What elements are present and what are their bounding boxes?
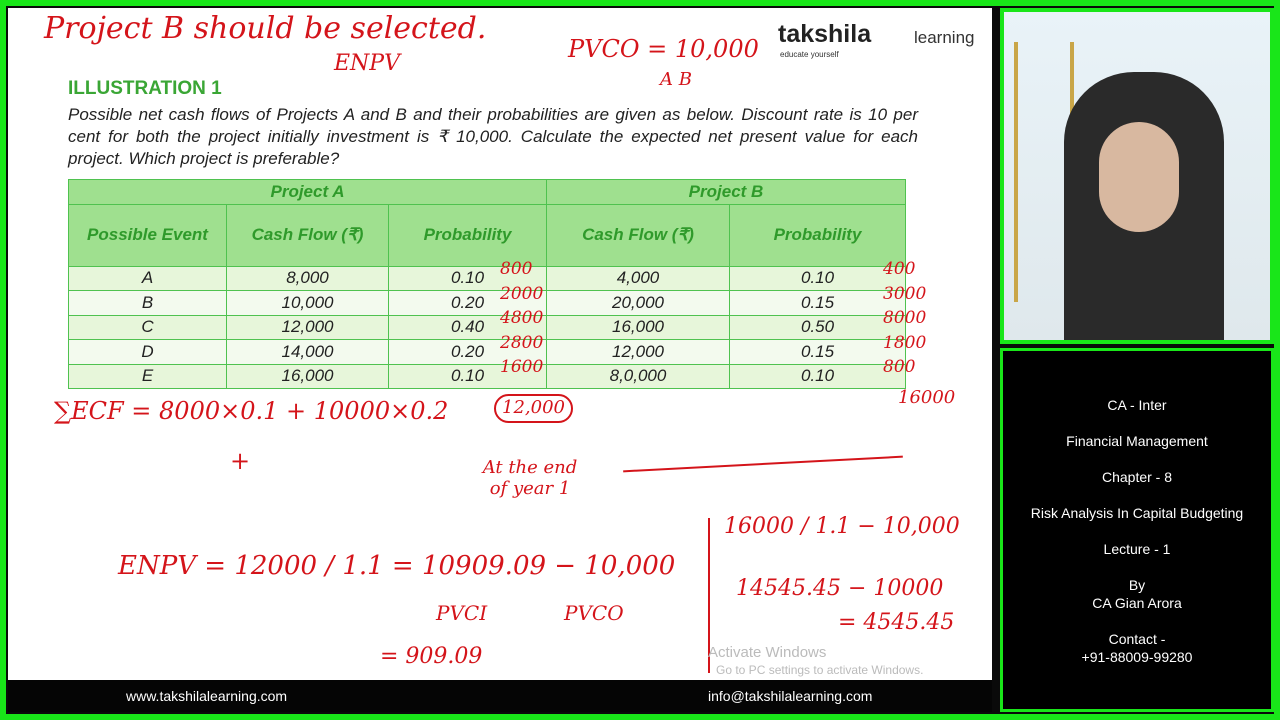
- footer-email: info@takshilalearning.com: [708, 688, 873, 704]
- table-cell: 0.50: [729, 314, 906, 340]
- table-row: B 10,000 0.20 20,000 0.15: [68, 290, 906, 316]
- annotation-result-b: = 4545.45: [838, 610, 955, 635]
- table-cell: C: [68, 314, 227, 340]
- table-row: C 12,000 0.40 16,000 0.50: [68, 314, 906, 340]
- topic-label: Risk Analysis In Capital Budgeting: [1030, 505, 1244, 521]
- col-header: Cash Flow (₹): [226, 203, 389, 267]
- footer-website: www.takshilalearning.com: [126, 688, 288, 704]
- annotation-product: 800: [883, 357, 916, 377]
- by-label: By: [1128, 577, 1146, 593]
- annotation-product: 1600: [500, 357, 544, 377]
- activation-watermark-sub: Go to PC settings to activate Windows.: [716, 663, 924, 677]
- table-cell: 0.10: [388, 363, 547, 389]
- annotation-product: 8000: [883, 308, 927, 328]
- col-header: Probability: [388, 203, 547, 267]
- instructor-webcam: [1000, 8, 1274, 344]
- annotation-product: 4800: [500, 308, 544, 328]
- cash-flow-table: Project A Project B Possible Event Cash F…: [68, 179, 906, 389]
- annotation-conclusion: Project B should be selected.: [44, 11, 487, 46]
- annotation-pvco: PVCO = 10,000: [568, 35, 759, 63]
- table-cell: 0.10: [729, 363, 906, 389]
- table-cell: 12,000: [226, 314, 389, 340]
- annotation-arrow: [623, 455, 903, 473]
- course-label: CA - Inter: [1107, 397, 1167, 413]
- annotation-product: 2800: [500, 332, 544, 353]
- annotation-b-step: 14545.45 − 10000: [736, 576, 944, 601]
- table-cell: 16,000: [546, 314, 730, 340]
- project-b-header: Project B: [546, 179, 906, 205]
- col-header: Possible Event: [68, 203, 227, 267]
- chapter-label: Chapter - 8: [1101, 469, 1173, 485]
- annotation-b-total: 16000: [898, 387, 956, 408]
- activation-watermark: Activate Windows: [708, 644, 827, 661]
- table-cell: B: [68, 290, 227, 316]
- table-cell: D: [68, 339, 227, 365]
- annotation-product: 1800: [883, 332, 927, 353]
- lecture-info-panel: CA - Inter Financial Management Chapter …: [1000, 348, 1274, 712]
- contact-label: Contact -: [1108, 631, 1166, 647]
- table-cell: E: [68, 363, 227, 389]
- annotation-enpv: ENPV: [334, 51, 400, 76]
- table-cell: 14,000: [226, 339, 389, 365]
- annotation-result-a: = 909.09: [380, 644, 483, 669]
- question-text: Possible net cash flows of Projects A an…: [68, 105, 918, 168]
- annotation-product: 2000: [500, 283, 544, 304]
- lecture-slide: takshila learning educate yourself ILLUS…: [8, 8, 992, 680]
- annotation-product: 800: [500, 259, 533, 279]
- annotation-ab: A B: [660, 69, 692, 90]
- table-cell: 8,000: [226, 265, 389, 291]
- table-row: D 14,000 0.20 12,000 0.15: [68, 339, 906, 365]
- table-row: E 16,000 0.10 8,0,000 0.10: [68, 363, 906, 389]
- annotation-b-calc: 16000 / 1.1 − 10,000: [724, 514, 960, 539]
- table-cell: A: [68, 265, 227, 291]
- annotation-plus: +: [230, 447, 251, 475]
- annotation-pvci: PVCI: [436, 601, 488, 625]
- author-label: CA Gian Arora: [1092, 595, 1182, 611]
- lecture-label: Lecture - 1: [1103, 541, 1171, 557]
- table-cell: 20,000: [546, 290, 730, 316]
- col-header: Cash Flow (₹): [546, 203, 730, 267]
- table-cell: 0.20: [388, 339, 547, 365]
- footer-bar: www.takshilalearning.com info@takshilale…: [8, 680, 992, 712]
- table-cell: 10,000: [226, 290, 389, 316]
- table-cell: 0.15: [729, 290, 906, 316]
- annotation-ecf: ∑ECF = 8000×0.1 + 10000×0.2: [54, 397, 449, 425]
- project-a-header: Project A: [68, 179, 547, 205]
- table-cell: 0.15: [729, 339, 906, 365]
- table-cell: 0.10: [729, 265, 906, 291]
- table-cell: 8,0,000: [546, 363, 730, 389]
- annotation-product: 3000: [883, 283, 927, 304]
- takshila-logo: takshila learning educate yourself: [778, 20, 975, 59]
- phone-number: +91-88009-99280: [1081, 649, 1193, 665]
- instructor-face: [1099, 122, 1179, 232]
- col-header: Probability: [729, 203, 906, 267]
- table-cell: 12,000: [546, 339, 730, 365]
- illustration-heading: ILLUSTRATION 1: [68, 78, 222, 99]
- annotation-pvco2: PVCO: [564, 601, 624, 625]
- subject-label: Financial Management: [1066, 433, 1208, 449]
- annotation-divider: [708, 518, 710, 673]
- annotation-enpv-calc: ENPV = 12000 / 1.1 = 10909.09 − 10,000: [118, 551, 676, 581]
- annotation-a-total: 12,000: [494, 394, 573, 423]
- table-row: A 8,000 0.10 4,000 0.10: [68, 265, 906, 291]
- table-cell: 4,000: [546, 265, 730, 291]
- annotation-end-year: At the end of year 1: [482, 457, 578, 499]
- table-cell: 16,000: [226, 363, 389, 389]
- annotation-product: 400: [883, 259, 916, 279]
